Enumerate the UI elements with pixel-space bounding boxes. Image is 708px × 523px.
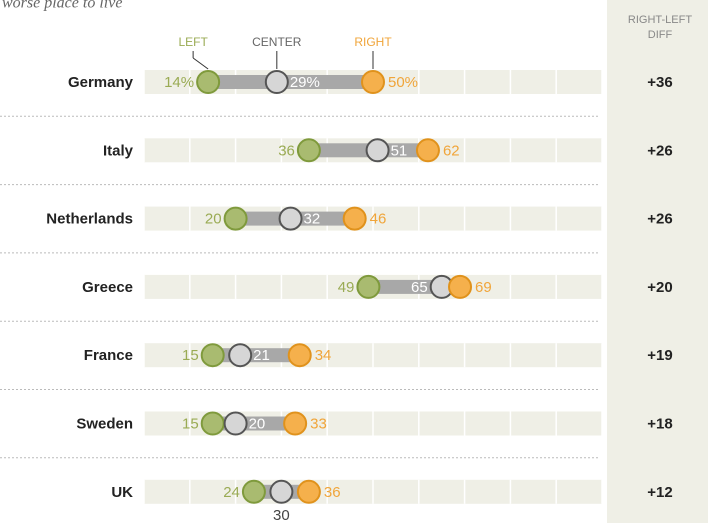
value-label: 14% (164, 74, 194, 91)
diff-value: +12 (647, 484, 672, 501)
dot (264, 70, 289, 94)
dot (223, 206, 248, 231)
dot (356, 274, 381, 299)
value-label: 30 (273, 507, 290, 523)
value-label: 21 (253, 347, 270, 364)
dot (296, 479, 321, 504)
dot (342, 206, 367, 231)
value-label: 49 (338, 279, 355, 296)
dot (361, 70, 385, 94)
value-label: 15 (182, 415, 199, 432)
diff-header: DIFF (648, 29, 673, 41)
value-label: 33 (310, 415, 327, 432)
value-label: 20 (249, 415, 266, 432)
dot (200, 343, 225, 368)
dot (415, 138, 440, 163)
diff-column (607, 0, 708, 523)
value-label: 32 (304, 211, 321, 228)
dot (269, 479, 294, 504)
value-label: 46 (370, 211, 387, 228)
country-label: Netherlands (46, 211, 133, 228)
value-label: 36 (278, 142, 295, 159)
dot (228, 343, 253, 368)
diff-value: +26 (647, 142, 672, 159)
legend-pointer (192, 57, 209, 70)
value-label: 36 (324, 484, 341, 501)
diff-value: +18 (647, 415, 672, 432)
dot (296, 138, 321, 163)
value-label: 51 (391, 142, 408, 159)
legend-label: CENTER (252, 35, 302, 49)
value-label: 65 (411, 279, 428, 296)
country-label: Italy (103, 142, 134, 159)
value-label: 20 (205, 211, 222, 228)
legend-label: LEFT (178, 35, 208, 49)
diff-value: +20 (647, 279, 672, 296)
dot (278, 206, 303, 231)
diff-header: RIGHT-LEFT (628, 14, 692, 26)
country-label: France (84, 347, 133, 364)
dot (365, 138, 390, 163)
range-bar (208, 75, 373, 89)
value-label: 29% (290, 74, 320, 91)
value-label: 62 (443, 142, 460, 159)
dot (287, 343, 312, 368)
diff-value: +26 (647, 211, 672, 228)
dot (241, 479, 266, 504)
dot (196, 70, 221, 94)
country-label: UK (111, 484, 133, 501)
dot (200, 411, 225, 436)
diff-value: +19 (647, 347, 672, 364)
diff-value: +36 (647, 74, 672, 91)
value-label: 50% (388, 74, 418, 91)
value-label: 24 (223, 484, 240, 501)
legend-label: RIGHT (354, 35, 392, 49)
country-label: Greece (82, 279, 133, 296)
country-label: Sweden (76, 415, 133, 432)
value-label: 15 (182, 347, 199, 364)
dot (283, 411, 308, 436)
value-label: 69 (475, 279, 492, 296)
subtitle: worse place to live (2, 0, 122, 12)
country-label: Germany (68, 74, 134, 91)
dot (448, 274, 473, 299)
value-label: 34 (315, 347, 332, 364)
dot (223, 411, 248, 436)
